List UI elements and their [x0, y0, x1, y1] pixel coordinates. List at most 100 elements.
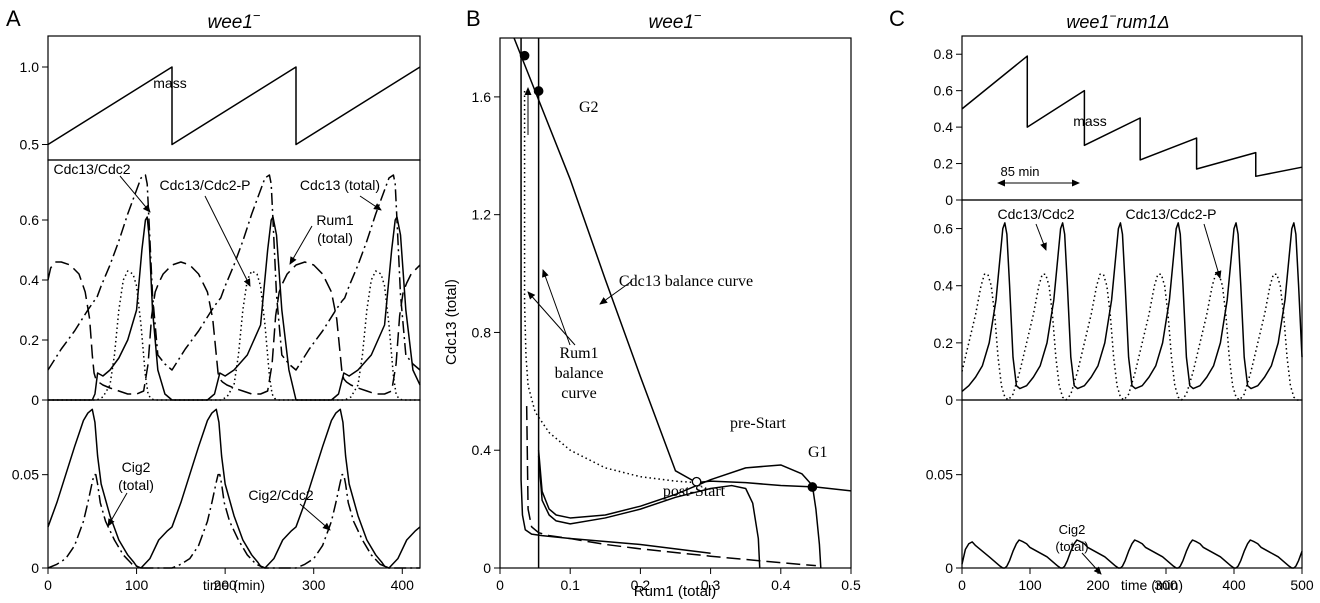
series-c-mass: [961, 55, 1303, 178]
series-a-mass: [47, 66, 421, 146]
annotation-b-curve: curve: [561, 385, 597, 402]
subplot-frame-a-2: [47, 399, 421, 569]
panel-title-b-main: wee1: [648, 12, 693, 33]
annotation-c-85min: 85 min: [1000, 164, 1039, 179]
x-tick-label: 400: [391, 577, 415, 593]
panel-title-a-main: wee1: [207, 12, 252, 33]
annotation-c-cdc13-cdc2-p: Cdc13/Cdc2-P: [1125, 206, 1216, 222]
plots: 0.5 1.0 0 0.2 0.4 0.6 0 0.05 0 100 200 300 400 0 0.2 0.…: [12, 35, 1314, 593]
y-tick-label: 0: [945, 392, 953, 408]
panel-title-a: wee1−: [207, 8, 260, 33]
subplot-frame-c-2: [961, 399, 1303, 569]
x-tick-label: 100: [125, 577, 149, 593]
panel-title-c-main: wee1: [1066, 12, 1109, 32]
y-axis-title-b: Cdc13 (total): [443, 279, 460, 365]
y-tick-label: 0: [945, 192, 953, 208]
y-tick-label: 0.4: [934, 119, 954, 135]
plot-frame-b: [499, 37, 852, 569]
y-tick-label: 0.8: [934, 46, 954, 62]
series-a-cdc13-total-: [47, 174, 421, 371]
series-c-cig2-total-: [961, 539, 1303, 569]
series-a-cig2-cdc2: [47, 473, 420, 569]
annotation-c-mass: mass: [1073, 113, 1106, 129]
y-tick-label: 0: [31, 560, 39, 576]
x-tick-label: 200: [213, 577, 237, 593]
y-tick-label: 0.05: [926, 467, 953, 483]
annotation-a-cdc13-cdc2: Cdc13/Cdc2: [53, 161, 130, 177]
annotation-b-balance: balance: [555, 365, 604, 382]
y-tick-label: 0.2: [20, 332, 40, 348]
annotation-b-pre-start: pre-Start: [730, 415, 787, 432]
annotation-a-cdc13-cdc2-p: Cdc13/Cdc2-P: [159, 177, 250, 193]
x-tick-label: 0.2: [631, 577, 651, 593]
panel-letter-b: B: [466, 6, 481, 31]
y-tick-label: 0: [945, 560, 953, 576]
arrow-c-cdc13-cdc2: [1035, 223, 1047, 251]
series-b-post-start: [537, 456, 761, 569]
annotation-c-cig2: Cig2: [1059, 522, 1086, 537]
x-tick-label: 400: [1222, 577, 1246, 593]
x-tick-label: 0.5: [841, 577, 861, 593]
series-b-rum1-balance-curve: [523, 91, 697, 484]
panel-title-b: wee1−: [648, 8, 701, 33]
y-tick-label: 0.05: [12, 467, 39, 483]
annotation-a-rum1: Rum1: [316, 212, 354, 228]
x-tick-label: 300: [1154, 577, 1178, 593]
y-tick-label: 0.4: [472, 442, 492, 458]
x-tick-label: 200: [1086, 577, 1110, 593]
series-a-cig2-total-: [47, 408, 421, 569]
arrow-a-cig2-cdc2: [299, 503, 331, 531]
annotation-a-cdc13-total: Cdc13 (total): [300, 177, 380, 193]
arrow-c-cdc13-cdc2-p: [1203, 223, 1222, 279]
panel-title-c: wee1−rum1Δ: [1066, 9, 1169, 32]
x-axis-title-b: Rum1 (total): [634, 583, 717, 600]
x-axis-title-a: time (min): [203, 577, 265, 593]
arrow-b-rum1-a: [542, 269, 571, 346]
annotation-a-cig2-cdc2: Cig2/Cdc2: [248, 487, 314, 503]
y-tick-label: 0.6: [934, 83, 954, 99]
panel-letter-c: C: [889, 6, 905, 31]
series-a-rum1-total-: [47, 261, 421, 395]
series-a-cdc13-cdc2: [48, 216, 421, 401]
annotation-a-mass: mass: [153, 75, 186, 91]
series-b-trajectory-solid-: [520, 38, 711, 555]
y-tick-label: 0.8: [472, 324, 492, 340]
x-tick-label: 500: [1290, 577, 1314, 593]
y-tick-label: 0.5: [20, 137, 40, 153]
steady-state-point-2: [807, 482, 818, 492]
steady-state-point-0: [519, 50, 530, 61]
arrow-b-cdc13-balance: [599, 280, 633, 305]
x-axis-title-c: time (min): [1121, 577, 1183, 593]
arrow-a-cdc13-cdc2-p: [204, 195, 251, 287]
panel-letter-a: A: [6, 6, 21, 31]
subplot-frame-a-0: [47, 35, 421, 161]
series-c-cdc13-cdc2-p: [961, 273, 1302, 401]
y-tick-label: 0.6: [20, 212, 40, 228]
y-tick-label: 0.2: [934, 335, 954, 351]
panel-title-c-rest: rum1Δ: [1116, 12, 1169, 32]
y-tick-label: 0.4: [934, 278, 954, 294]
arrow-a-cdc13-total: [359, 195, 382, 211]
x-tick-label: 0.4: [771, 577, 791, 593]
annotation-a-cig2-total: (total): [118, 477, 154, 493]
series-a-cdc13-cdc2-p: [48, 270, 420, 401]
y-tick-label: 0.4: [20, 272, 40, 288]
steady-state-point-3: [691, 476, 702, 487]
panel-title-a-sup: −: [253, 8, 261, 23]
panel-title-b-sup: −: [694, 8, 702, 23]
x-tick-label: 0: [958, 577, 966, 593]
annotation-b-rum1: Rum1: [559, 345, 598, 362]
y-tick-label: 0: [31, 392, 39, 408]
x-tick-label: 100: [1018, 577, 1042, 593]
annotation-a-cig2: Cig2: [122, 459, 151, 475]
x-tick-label: 0: [496, 577, 504, 593]
annotation-b-post-start: post-Start: [663, 483, 726, 500]
x-tick-label: 0.1: [560, 577, 580, 593]
y-tick-label: 0.6: [934, 221, 954, 237]
y-tick-label: 0.2: [934, 156, 954, 172]
annotation-arrows: [107, 87, 1222, 575]
arrow-b-rum1-b: [527, 291, 576, 346]
annotation-c-cdc13-cdc2: Cdc13/Cdc2: [997, 206, 1074, 222]
x-tick-label: 300: [302, 577, 326, 593]
y-tick-label: 1.0: [20, 59, 40, 75]
